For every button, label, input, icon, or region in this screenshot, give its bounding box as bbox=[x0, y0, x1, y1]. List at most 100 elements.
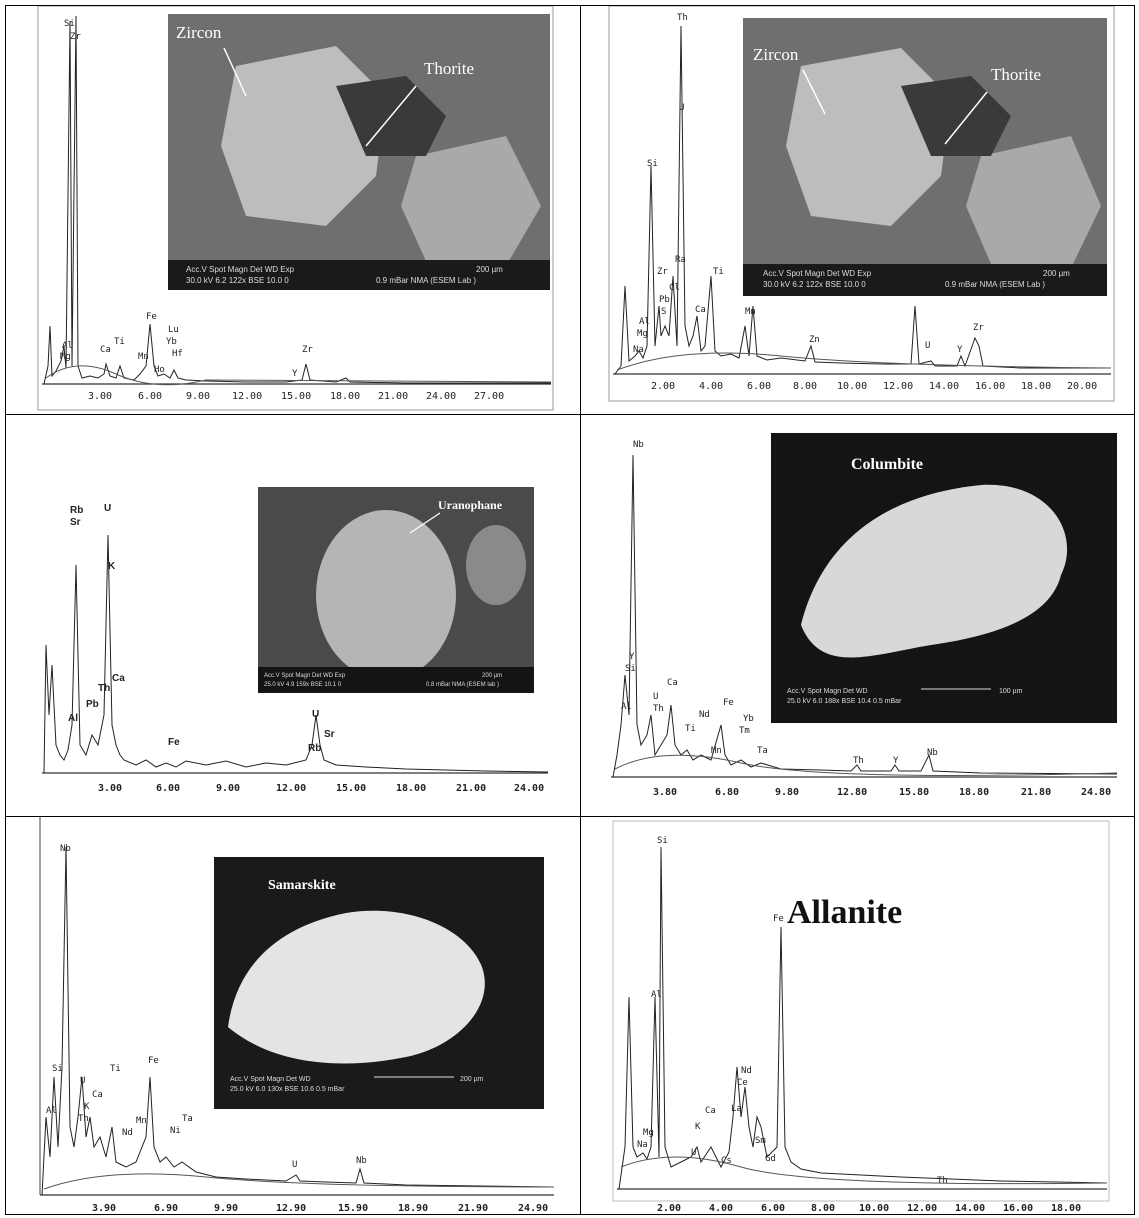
spectrum-trace bbox=[618, 846, 1108, 1190]
tick: 18.00 bbox=[396, 783, 426, 794]
sem-caption-line3: 0.9 mBar NMA (ESEM Lab ) bbox=[945, 280, 1045, 289]
spectrum-background bbox=[616, 352, 1112, 371]
peak-label: Hf bbox=[172, 349, 183, 359]
peak-label: Mg bbox=[637, 329, 648, 339]
tick: 12.00 bbox=[276, 783, 306, 794]
peak-label: K bbox=[84, 1102, 90, 1112]
peak-label: K bbox=[695, 1122, 701, 1132]
spectrum-trace bbox=[614, 25, 1111, 375]
label-allanite: Allanite bbox=[787, 894, 902, 931]
peak-label: Zn bbox=[809, 335, 820, 345]
peak-label: Fe bbox=[148, 1056, 159, 1066]
spectrum-trace bbox=[43, 534, 549, 774]
sem-data-bar bbox=[258, 667, 534, 693]
peak-label: Yb bbox=[743, 714, 754, 724]
tick: 21.90 bbox=[458, 1203, 488, 1214]
sem-scale-label: 200 µm bbox=[482, 673, 502, 679]
peak-label: Lu bbox=[168, 325, 179, 335]
peak-label: Zr bbox=[657, 267, 668, 277]
peak-label: Al bbox=[651, 990, 662, 1000]
peak-label: Ti bbox=[114, 337, 125, 347]
peak-label: Si bbox=[647, 159, 658, 169]
peak-label: Na bbox=[637, 1140, 648, 1150]
label-columbite: Columbite bbox=[851, 456, 923, 473]
peak-label: Ni bbox=[170, 1126, 181, 1136]
tick: 18.00 bbox=[1021, 381, 1051, 392]
peak-label: Ra bbox=[675, 255, 686, 265]
peak-label: Ti bbox=[713, 267, 724, 277]
peak-label: Ti bbox=[110, 1064, 121, 1074]
peak-labels: Rb Sr U K Th Ca Pb Al Fe U Sr Rb bbox=[68, 503, 335, 754]
peak-label: Nd bbox=[699, 710, 710, 720]
peak-label: Si bbox=[625, 664, 636, 674]
tick: 18.00 bbox=[1051, 1203, 1081, 1214]
tick: 12.00 bbox=[907, 1203, 937, 1214]
peak-label: Rb bbox=[70, 505, 83, 516]
tick: 16.00 bbox=[975, 381, 1005, 392]
tick: 18.90 bbox=[398, 1203, 428, 1214]
spectrum-background bbox=[43, 1173, 555, 1190]
peak-label: Ti bbox=[685, 724, 696, 734]
peak-label: Th bbox=[78, 1114, 89, 1124]
peak-label: Mn bbox=[745, 307, 756, 317]
peak-label: Mn bbox=[138, 352, 149, 362]
peak-label: Mg bbox=[643, 1128, 654, 1138]
label-thorite: Thorite bbox=[424, 59, 474, 78]
peak-label: Th bbox=[937, 1176, 948, 1186]
peak-label: U bbox=[104, 503, 111, 514]
peak-label: Pb bbox=[659, 295, 670, 305]
tick: 24.90 bbox=[518, 1203, 548, 1214]
table-divider-vertical bbox=[580, 5, 581, 1215]
peak-label: Ca bbox=[695, 305, 706, 315]
tick: 27.00 bbox=[474, 391, 504, 402]
peak-label: Ta bbox=[757, 746, 768, 756]
tick: 21.80 bbox=[1021, 787, 1051, 798]
table-divider-row1 bbox=[5, 414, 1135, 415]
sem-caption-line1: Acc.V Spot Magn Det WD bbox=[787, 688, 868, 695]
spectrum-trace bbox=[41, 846, 555, 1196]
peak-label: Tm bbox=[739, 726, 750, 736]
panel-uranophane: Uranophane Acc.V Spot Magn Det WD Exp 25… bbox=[42, 487, 549, 794]
peak-label: Th bbox=[853, 756, 864, 766]
peak-label: S bbox=[661, 307, 666, 317]
spectrum-frame bbox=[612, 820, 1110, 1202]
peak-label: Ca bbox=[667, 678, 678, 688]
sem-data-bar bbox=[743, 264, 1107, 296]
panel-allanite: Allanite 2.00 4.00 6.00 8.00 10.00 12.00… bbox=[612, 820, 1110, 1214]
peak-labels: Nb Si Al U Ca K Th Ti Nd Mn Fe Ni Ta U N… bbox=[46, 844, 367, 1170]
peak-label: Sr bbox=[324, 729, 335, 740]
sem-caption-line2: 25.0 kV 4.9 159x BSE 10.1 0 bbox=[264, 682, 342, 688]
peak-label: U bbox=[653, 692, 658, 702]
peak-label: Fe bbox=[723, 698, 734, 708]
peak-label: Mn bbox=[711, 746, 722, 756]
panel-columbite: Columbite Acc.V Spot Magn Det WD 25.0 kV… bbox=[611, 433, 1118, 798]
sem-caption-line3: 0.8 mBar NMA (ESEM lab ) bbox=[426, 682, 499, 688]
peak-label: Y bbox=[629, 652, 635, 662]
x-tick-labels: 3.90 6.90 9.90 12.90 15.90 18.90 21.90 2… bbox=[92, 1203, 548, 1214]
peak-label: Nd bbox=[741, 1066, 752, 1076]
peak-label: Mn bbox=[136, 1116, 147, 1126]
tick: 12.00 bbox=[883, 381, 913, 392]
peak-label: Nb bbox=[633, 440, 644, 450]
peak-label: U bbox=[925, 341, 930, 351]
peak-label: Y bbox=[292, 369, 298, 379]
peak-label: U bbox=[80, 1076, 85, 1086]
tick: 16.00 bbox=[1003, 1203, 1033, 1214]
peak-label: Y bbox=[893, 756, 899, 766]
tick: 24.00 bbox=[426, 391, 456, 402]
tick: 10.00 bbox=[859, 1203, 889, 1214]
x-tick-labels: 3.80 6.80 9.80 12.80 15.80 18.80 21.80 2… bbox=[653, 787, 1111, 798]
peak-label: U bbox=[292, 1160, 297, 1170]
tick: 9.00 bbox=[186, 391, 210, 402]
label-samarskite: Samarskite bbox=[268, 878, 336, 893]
peak-label: Pb bbox=[86, 699, 99, 710]
peak-label: Sm bbox=[755, 1136, 766, 1146]
panel-samarskite: Samarskite Acc.V Spot Magn Det WD 25.0 k… bbox=[39, 817, 555, 1214]
peak-label: Al bbox=[68, 713, 78, 724]
tick: 3.00 bbox=[88, 391, 112, 402]
tick: 12.90 bbox=[276, 1203, 306, 1214]
peak-label: La bbox=[731, 1104, 742, 1114]
sem-data-bar bbox=[168, 260, 550, 290]
peak-label: Nb bbox=[356, 1156, 367, 1166]
spectrum-background bbox=[620, 1156, 1108, 1185]
